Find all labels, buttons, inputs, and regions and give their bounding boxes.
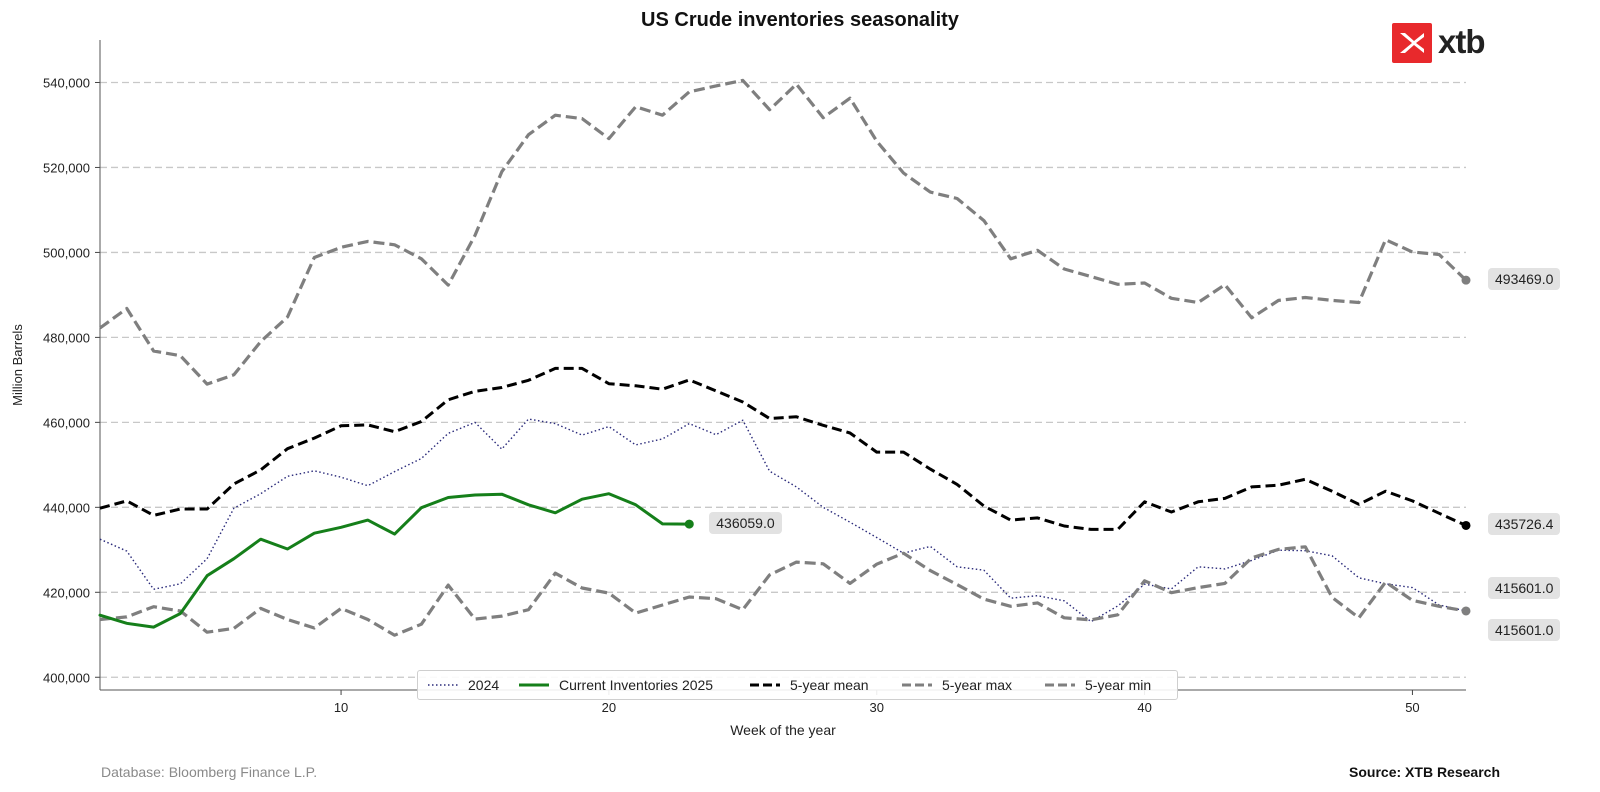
end-label-2024: 415601.0 (1488, 576, 1561, 599)
end-label-5yr-min: 415601.0 (1488, 618, 1561, 641)
y-tick-label: 480,000 (43, 330, 90, 345)
legend-item-2024: 2024 (428, 671, 499, 699)
chart-legend: 2024 Current Inventories 2025 5-year mea… (417, 670, 1178, 700)
end-label-current: 436059.0 (709, 512, 782, 535)
database-note: Database: Bloomberg Finance L.P. (101, 764, 318, 780)
x-tick-label: 20 (602, 700, 616, 715)
legend-item-min: 5-year min (1045, 671, 1151, 699)
y-tick-label: 460,000 (43, 415, 90, 430)
legend-swatch-current (519, 683, 549, 687)
end-label-5yr-max: 493469.0 (1488, 268, 1561, 291)
series-5yr-min-line (99, 545, 1467, 637)
legend-label-max: 5-year max (942, 677, 1013, 693)
xtb-logo-mark-icon (1392, 23, 1432, 63)
source-note: Source: XTB Research (1349, 764, 1500, 780)
end-markers (684, 275, 1471, 616)
y-tick-label: 400,000 (43, 670, 90, 685)
legend-label-current: Current Inventories 2025 (559, 677, 714, 693)
series-current-2025-line (98, 492, 691, 629)
legend-item-current: Current Inventories 2025 (519, 671, 713, 699)
legend-item-max: 5-year max (902, 671, 1012, 699)
y-tick-label: 500,000 (43, 245, 90, 260)
legend-swatch-min (1045, 683, 1075, 687)
legend-swatch-max (902, 683, 932, 687)
series-lines (98, 78, 1468, 637)
series-5yr-max-end-marker (1461, 275, 1471, 285)
end-label-5yr-mean: 435726.4 (1488, 513, 1561, 536)
series-5yr-min-end-marker (1461, 606, 1471, 616)
gridlines (100, 81, 1466, 678)
y-axis-label: Million Barrels (10, 324, 25, 406)
legend-label-mean: 5-year mean (790, 677, 869, 693)
chart-title: US Crude inventories seasonality (641, 9, 959, 31)
legend-item-mean: 5-year mean (750, 671, 869, 699)
legend-label-min: 5-year min (1085, 677, 1152, 693)
x-tick-label: 50 (1405, 700, 1419, 715)
x-tick-label: 40 (1137, 700, 1151, 715)
x-tick-label: 30 (870, 700, 884, 715)
legend-swatch-2024 (428, 684, 458, 686)
series-current-2025-end-marker (684, 519, 694, 529)
xtb-logo: xtb (1392, 23, 1502, 65)
xtb-logo-text: xtb (1438, 23, 1485, 60)
y-tick-label: 520,000 (43, 160, 90, 175)
y-tick-label: 540,000 (43, 75, 90, 90)
y-tick-label: 420,000 (43, 585, 90, 600)
series-5yr-mean-end-marker (1461, 520, 1471, 530)
legend-swatch-mean (750, 683, 780, 687)
legend-label-2024: 2024 (468, 677, 500, 693)
x-tick-label: 10 (334, 700, 348, 715)
x-axis-label: Week of the year (730, 722, 836, 738)
series-5yr-mean-line (99, 366, 1467, 531)
series-2024-line (99, 418, 1467, 623)
y-tick-label: 440,000 (43, 500, 90, 515)
axes: 400,000 420,000 440,000 460,000 480,000 500,0… (43, 40, 1466, 715)
series-5yr-max-line (99, 78, 1468, 386)
